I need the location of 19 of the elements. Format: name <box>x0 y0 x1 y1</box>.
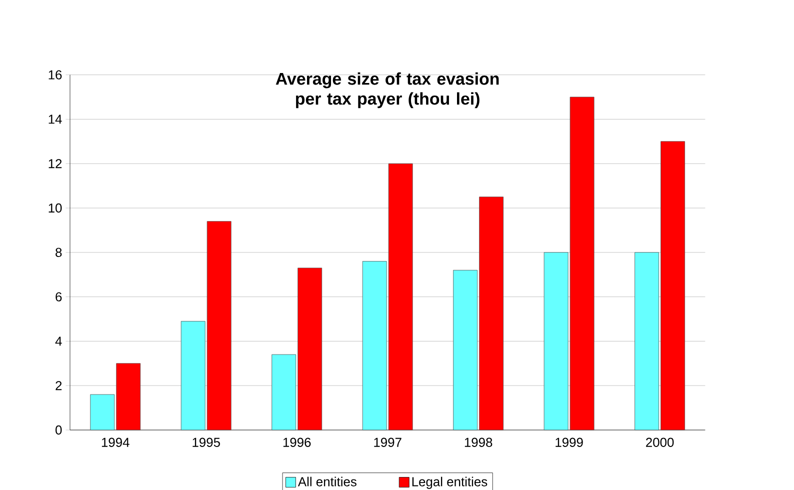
y-tick-label: 4 <box>55 336 62 346</box>
x-tick-label: 1997 <box>374 438 402 447</box>
x-tick-label: 1995 <box>192 438 220 447</box>
chart-title: Average size of tax evasion per tax payer (thou lei) <box>276 72 499 108</box>
y-tick-label: 2 <box>56 381 62 390</box>
y-tick-label: 14 <box>48 114 62 124</box>
legend-label: All entities <box>298 476 356 486</box>
y-tick-label: 12 <box>48 159 62 168</box>
x-tick-label: 2000 <box>646 438 674 447</box>
x-tick-label: 1999 <box>556 438 583 447</box>
y-tick-label: 6 <box>56 292 62 302</box>
y-tick-label: 0 <box>56 425 62 435</box>
x-tick-label: 1994 <box>102 438 130 447</box>
y-tick-label: 10 <box>48 203 62 213</box>
y-tick-label: 8 <box>56 248 62 257</box>
x-tick-label: 1998 <box>464 438 492 447</box>
x-tick-label: 1996 <box>283 438 311 447</box>
legend-label: Legal entities <box>412 476 488 489</box>
y-tick-label: 16 <box>48 70 62 80</box>
